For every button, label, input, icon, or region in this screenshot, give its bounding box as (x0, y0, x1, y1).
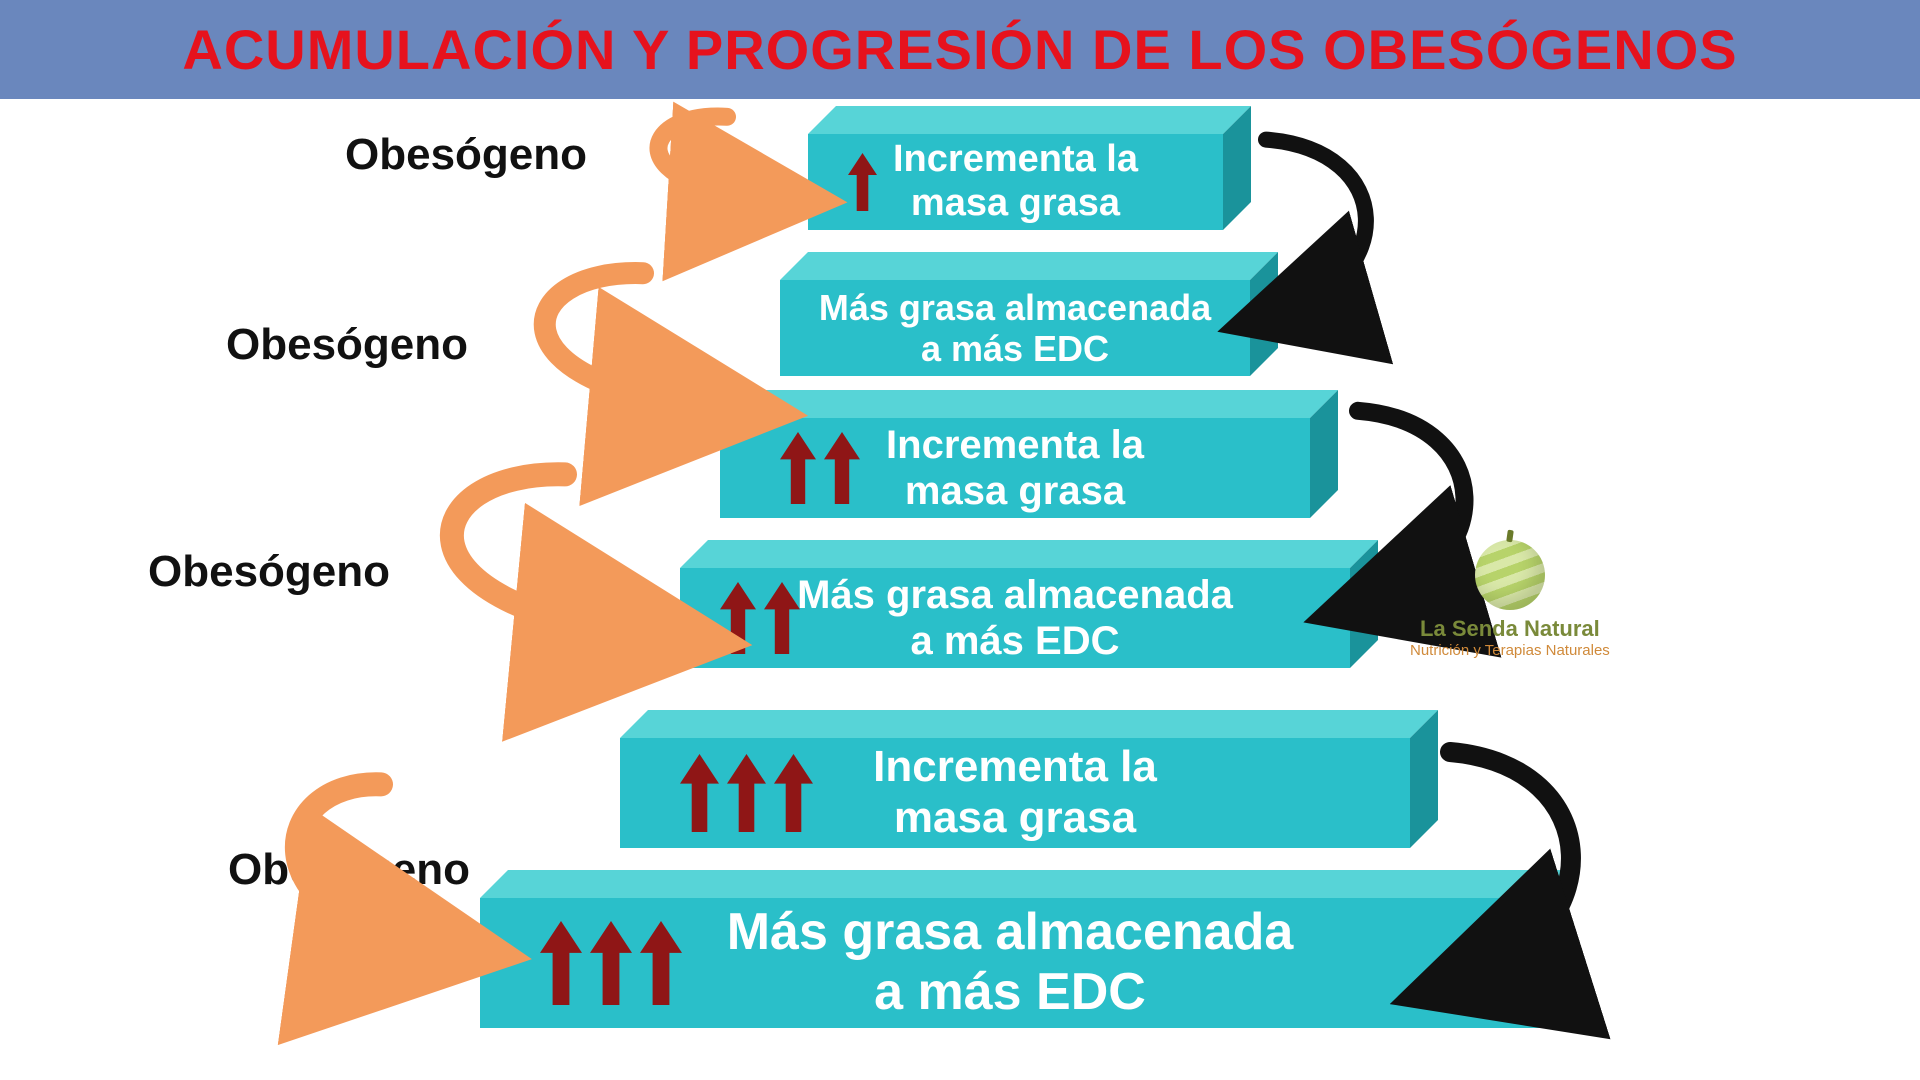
bar-label: Incrementa la masa grasa (893, 138, 1138, 225)
obesogeno-label: Obesógeno (148, 547, 390, 597)
bar-label: Más grasa almacenada a más EDC (727, 903, 1294, 1023)
up-arrow-icon (824, 432, 860, 504)
flow-bar: Incrementa la masa grasa (720, 390, 1310, 518)
curved-arrow-icon (400, 460, 700, 660)
up-arrow-icon (720, 582, 756, 654)
brand-tagline: Nutrición y Terapias Naturales (1410, 642, 1610, 659)
brand-name: La Senda Natural (1410, 616, 1610, 642)
up-arrow-icon (774, 754, 813, 832)
flow-bar: Incrementa la masa grasa (808, 106, 1223, 230)
up-arrow-icon (780, 432, 816, 504)
curved-arrow-icon (1430, 740, 1600, 1000)
brand-logo: La Senda Natural Nutrición y Terapias Na… (1410, 540, 1610, 659)
up-arrow-icon (727, 754, 766, 832)
flow-bar: Más grasa almacenada a más EDC (680, 540, 1350, 668)
curved-arrow-icon (1250, 130, 1390, 330)
bar-label: Más grasa almacenada a más EDC (797, 572, 1233, 664)
up-arrow-icon (848, 153, 877, 211)
flow-bar: Más grasa almacenada a más EDC (780, 252, 1250, 376)
curved-arrow-icon (260, 770, 480, 970)
page-title: ACUMULACIÓN Y PROGRESIÓN DE LOS OBESÓGEN… (182, 17, 1737, 82)
bar-label: Incrementa la masa grasa (873, 742, 1157, 843)
curved-arrow-icon (628, 106, 808, 216)
title-bar: ACUMULACIÓN Y PROGRESIÓN DE LOS OBESÓGEN… (0, 0, 1920, 99)
apple-icon (1475, 540, 1545, 610)
obesogeno-label: Obesógeno (345, 130, 587, 180)
up-arrow-icon (540, 921, 582, 1005)
bar-label: Incrementa la masa grasa (886, 422, 1144, 514)
curved-arrow-icon (500, 260, 760, 430)
obesogeno-label: Obesógeno (226, 320, 468, 370)
up-arrow-icon (680, 754, 719, 832)
up-arrow-icon (640, 921, 682, 1005)
bar-label: Más grasa almacenada a más EDC (819, 287, 1211, 370)
flow-bar: Más grasa almacenada a más EDC (480, 870, 1540, 1028)
diagram-canvas: ACUMULACIÓN Y PROGRESIÓN DE LOS OBESÓGEN… (0, 0, 1920, 1080)
up-arrow-icon (764, 582, 800, 654)
up-arrow-icon (590, 921, 632, 1005)
flow-bar: Incrementa la masa grasa (620, 710, 1410, 848)
